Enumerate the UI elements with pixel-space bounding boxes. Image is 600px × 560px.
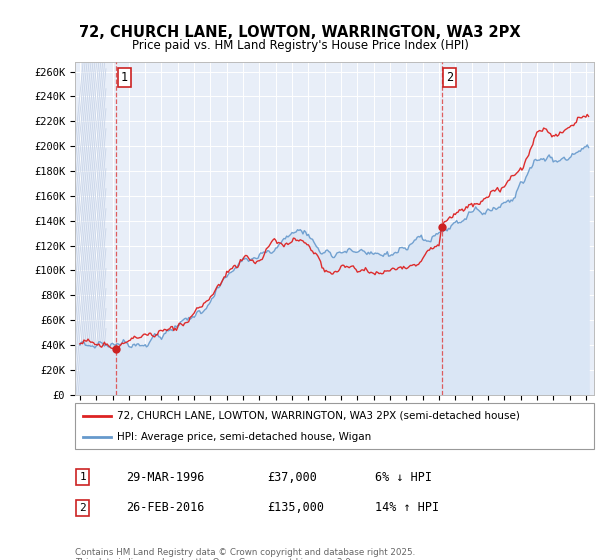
Text: HPI: Average price, semi-detached house, Wigan: HPI: Average price, semi-detached house,… bbox=[116, 432, 371, 442]
Text: £135,000: £135,000 bbox=[267, 501, 324, 515]
Text: Price paid vs. HM Land Registry's House Price Index (HPI): Price paid vs. HM Land Registry's House … bbox=[131, 39, 469, 53]
Text: 1: 1 bbox=[121, 71, 128, 84]
Text: £37,000: £37,000 bbox=[267, 470, 317, 484]
Text: 1: 1 bbox=[79, 472, 86, 482]
Text: 2: 2 bbox=[79, 503, 86, 513]
Text: 72, CHURCH LANE, LOWTON, WARRINGTON, WA3 2PX: 72, CHURCH LANE, LOWTON, WARRINGTON, WA3… bbox=[79, 25, 521, 40]
Text: 14% ↑ HPI: 14% ↑ HPI bbox=[375, 501, 439, 515]
Text: Contains HM Land Registry data © Crown copyright and database right 2025.
This d: Contains HM Land Registry data © Crown c… bbox=[75, 548, 415, 560]
Text: 6% ↓ HPI: 6% ↓ HPI bbox=[375, 470, 432, 484]
Text: 2: 2 bbox=[446, 71, 453, 84]
Text: 26-FEB-2016: 26-FEB-2016 bbox=[126, 501, 205, 515]
Text: 29-MAR-1996: 29-MAR-1996 bbox=[126, 470, 205, 484]
FancyBboxPatch shape bbox=[75, 403, 594, 449]
Text: 72, CHURCH LANE, LOWTON, WARRINGTON, WA3 2PX (semi-detached house): 72, CHURCH LANE, LOWTON, WARRINGTON, WA3… bbox=[116, 410, 520, 421]
